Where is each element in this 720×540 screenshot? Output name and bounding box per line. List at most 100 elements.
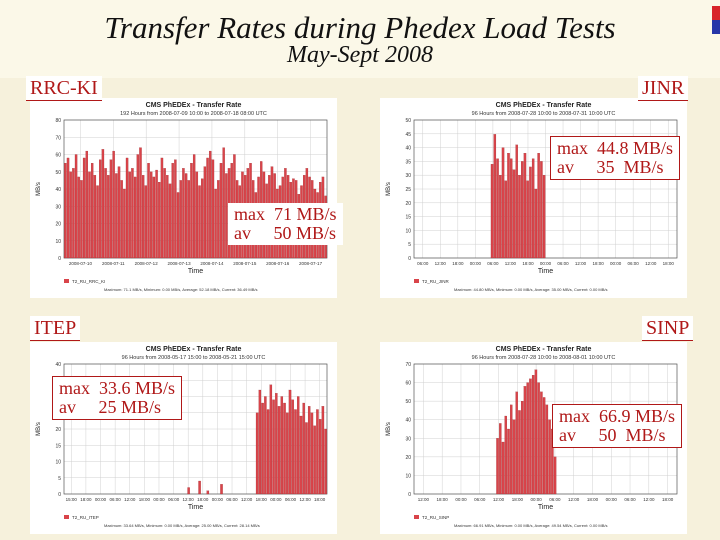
y-tick-label: 40 (405, 418, 411, 424)
bar (206, 490, 210, 495)
bar (147, 163, 150, 259)
bar (501, 147, 505, 259)
bar (283, 402, 286, 495)
x-tick-label: 12:00 (183, 497, 195, 502)
x-tick-label: 06:00 (285, 497, 297, 502)
bar (158, 181, 161, 259)
bar (542, 175, 546, 259)
x-axis-label: Time (538, 504, 553, 511)
chart-title: CMS PhEDEx - Transfer Rate (146, 346, 242, 353)
bar (190, 163, 193, 259)
bar (219, 163, 223, 259)
stat-max-sinp: max 66.9 MB/s (559, 406, 676, 426)
chart-subtitle: 96 Hours from 2008-05-17 15:00 to 2008-0… (122, 355, 266, 361)
x-tick-label: 06:00 (557, 261, 569, 266)
bar (324, 428, 327, 495)
chart-itep: CMS PhEDEx - Transfer Rate 96 Hours from … (36, 346, 328, 528)
bar (499, 423, 502, 495)
bar (74, 154, 78, 259)
bar (518, 175, 521, 259)
bar (88, 171, 91, 259)
bar (537, 153, 540, 259)
y-tick-label: 10 (55, 460, 61, 466)
bar (179, 180, 182, 259)
bar (529, 166, 532, 259)
legend-entry: T2_RU_ITEP (72, 515, 99, 520)
x-tick-label: 2008-07-14 (200, 261, 224, 266)
x-tick-label: 00:00 (530, 497, 542, 502)
bar (321, 406, 325, 495)
y-tick-label: 30 (405, 173, 411, 179)
y-tick-label: 15 (405, 215, 411, 221)
bar (174, 159, 177, 259)
bar (272, 399, 275, 495)
y-tick-label: 80 (55, 118, 61, 124)
y-tick-label: 10 (55, 239, 61, 245)
bar (540, 161, 543, 259)
y-tick-label: 60 (405, 381, 411, 387)
bar (80, 180, 83, 259)
bar (141, 175, 145, 259)
y-tick-label: 15 (55, 443, 61, 449)
bar (534, 188, 538, 259)
bar (128, 171, 131, 259)
x-tick-label: 18:00 (587, 497, 599, 502)
x-axis-label: Time (188, 268, 203, 275)
x-axis-label: Time (538, 268, 553, 275)
bar (291, 399, 294, 495)
bar (316, 409, 319, 495)
x-tick-label: 2008-07-17 (299, 261, 323, 266)
x-tick-label: 18:00 (197, 497, 209, 502)
x-tick-label: 12:00 (299, 497, 311, 502)
x-tick-label: 18:00 (663, 261, 675, 266)
y-tick-label: 60 (55, 153, 61, 159)
y-tick-label: 70 (55, 135, 61, 141)
bar (275, 393, 278, 495)
chart-rrc-ki: CMS PhEDEx - Transfer Rate 192 Hours from… (36, 102, 328, 292)
y-tick-label: 40 (55, 362, 61, 368)
slide-subtitle: May-Sept 2008 (287, 42, 433, 68)
corner-bar-blue (712, 20, 720, 34)
x-tick-label: 06:00 (226, 497, 238, 502)
x-tick-label: 06:00 (474, 497, 486, 502)
bar (168, 183, 172, 259)
x-tick-label: 18:00 (437, 497, 449, 502)
x-tick-label: 00:00 (610, 261, 622, 266)
x-tick-label: 18:00 (662, 497, 674, 502)
y-tick-label: 30 (55, 204, 61, 210)
bar (69, 171, 72, 259)
bar (523, 153, 527, 259)
site-label-sinp: SINP (642, 316, 694, 341)
bar (166, 175, 169, 259)
bar (192, 154, 196, 259)
bar (85, 150, 89, 259)
chart-footer: Maximum: 71.1 MB/s, Minimum: 0.00 MB/s, … (104, 287, 258, 292)
bar (203, 166, 207, 259)
x-tick-label: 12:00 (568, 497, 580, 502)
bar (545, 404, 549, 495)
x-tick-label: 15:00 (66, 497, 78, 502)
bar (264, 396, 267, 495)
bar (222, 147, 225, 259)
title-band (0, 0, 720, 78)
bar (206, 157, 209, 259)
legend-swatch (64, 515, 69, 519)
bar (504, 180, 507, 259)
bar (72, 168, 75, 259)
y-tick-label: 30 (405, 436, 411, 442)
stats-box-itep: max 33.6 MB/s av 25 MB/s (52, 376, 183, 420)
bar (531, 158, 535, 259)
legend-swatch (414, 279, 419, 283)
y-axis-label: MB/s (386, 422, 392, 436)
y-tick-label: 50 (405, 399, 411, 405)
bar (512, 419, 516, 495)
site-label-rrc-ki: RRC-KI (26, 76, 102, 101)
bar (163, 168, 166, 259)
x-tick-label: 12:00 (493, 497, 505, 502)
bar (195, 171, 199, 259)
x-tick-label: 06:00 (417, 261, 429, 266)
y-tick-label: 50 (55, 170, 61, 176)
chart-subtitle: 96 Hours from 2008-07-28 10:00 to 2008-0… (472, 111, 616, 117)
bar (512, 169, 516, 259)
bar (136, 154, 139, 259)
